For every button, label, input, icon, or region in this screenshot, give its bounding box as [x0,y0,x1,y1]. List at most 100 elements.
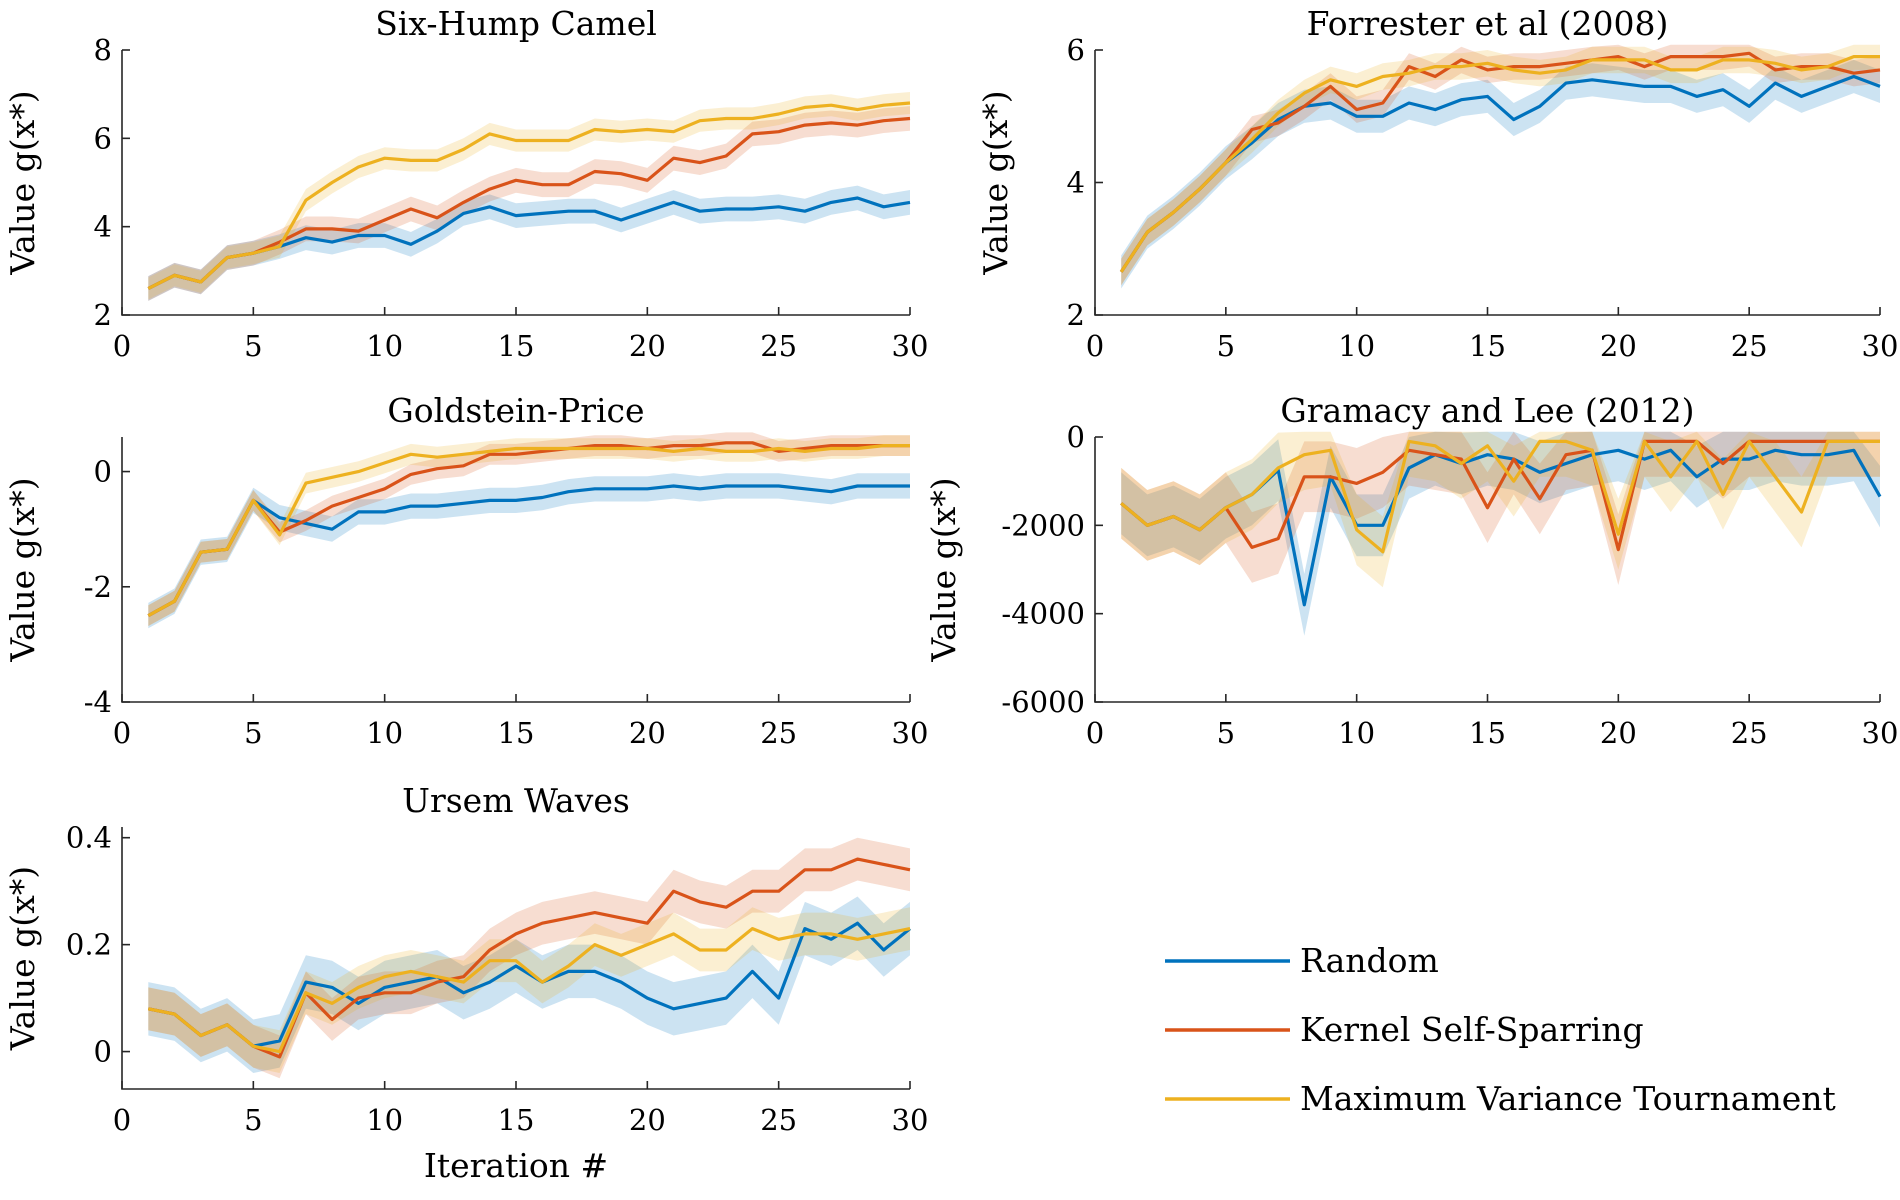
legend-label-maximum-variance-tournament: Maximum Variance Tournament [1300,1079,1836,1118]
x-tick-label-forrester-et-al-2008-2: 10 [1338,329,1375,363]
x-tick-label-six-hump-camel-6: 30 [892,329,929,363]
series-line-maximum-variance-tournament-goldstein-price [147,444,910,618]
legend-label-random: Random [1300,941,1439,980]
y-tick-label-gramacy-and-lee-2012-2: -2000 [1001,508,1085,542]
x-tick-label-goldstein-price-0: 0 [113,716,131,750]
x-tick-label-gramacy-and-lee-2012-1: 5 [1217,716,1235,750]
panel-title-forrester-et-al-2008: Forrester et al (2008) [1307,4,1669,43]
x-tick-label-forrester-et-al-2008-4: 20 [1600,329,1637,363]
series-line-maximum-variance-tournament-forrester-et-al-2008 [1119,54,1880,273]
x-tick-label-forrester-et-al-2008-5: 25 [1731,329,1768,363]
band-random-ursem-waves [148,896,911,1073]
x-axis-label-ursem-waves: Iteration # [424,1146,608,1185]
panel-title-gramacy-and-lee-2012: Gramacy and Lee (2012) [1280,391,1694,430]
y-axis-label-gramacy-and-lee-2012: Value g(x*) [924,477,963,662]
x-tick-label-six-hump-camel-4: 20 [629,329,666,363]
y-axis-label-goldstein-price: Value g(x*) [3,477,42,662]
y-axis-label-forrester-et-al-2008: Value g(x*) [976,90,1015,275]
x-tick-label-goldstein-price-3: 15 [498,716,535,750]
x-tick-label-forrester-et-al-2008-0: 0 [1086,329,1104,363]
y-tick-label-goldstein-price-0: -4 [84,685,112,719]
y-tick-label-goldstein-price-2: 0 [94,455,112,489]
panel-gramacy-and-lee-2012: Gramacy and Lee (2012) 0 5 10 15 20 25 30 -6000 -… [924,391,1898,750]
series-line-kernel-self-sparring-ursem-waves [147,857,911,1059]
x-tick-label-gramacy-and-lee-2012-2: 10 [1338,716,1375,750]
panel-goldstein-price: Goldstein-Price 0 5 10 15 20 25 30 -4 -2 0 Value g(… [3,391,928,750]
x-tick-label-gramacy-and-lee-2012-0: 0 [1086,716,1104,750]
y-tick-label-six-hump-camel-3: 8 [94,33,112,67]
x-tick-label-six-hump-camel-5: 25 [760,329,797,363]
x-tick-label-ursem-waves-2: 10 [366,1103,403,1137]
y-tick-label-six-hump-camel-2: 6 [94,121,112,155]
y-tick-label-six-hump-camel-0: 2 [94,298,112,332]
x-tick-label-goldstein-price-6: 30 [892,716,929,750]
y-tick-label-ursem-waves-1: 0.2 [66,928,112,962]
series-line-kernel-self-sparring-six-hump-camel [147,116,911,290]
x-tick-label-forrester-et-al-2008-3: 15 [1469,329,1506,363]
band-kernel-self-sparring-goldstein-price [148,432,911,626]
series-line-random-goldstein-price [147,484,910,618]
band-kernel-self-sparring-ursem-waves [148,837,911,1079]
x-tick-label-gramacy-and-lee-2012-6: 30 [1862,716,1899,750]
band-maximum-variance-tournament-six-hump-camel [148,92,911,300]
band-maximum-variance-tournament-goldstein-price [148,435,911,626]
x-tick-label-goldstein-price-4: 20 [629,716,666,750]
y-tick-label-six-hump-camel-1: 4 [94,210,112,244]
legend-item-kernel-self-sparring: Kernel Self-Sparring [1165,1010,1644,1049]
y-tick-label-gramacy-and-lee-2012-0: -6000 [1001,685,1085,719]
band-random-gramacy-and-lee-2012 [1121,431,1880,636]
panel-forrester-et-al-2008: Forrester et al (2008) 0 5 10 15 20 25 30 2 4 6 Val… [976,4,1898,363]
y-axis-label-ursem-waves: Value g(x*) [3,866,42,1051]
panel-six-hump-camel: Six-Hump Camel 0 5 10 15 20 25 30 2 4 6 8 Value g(x*… [3,4,928,363]
x-tick-label-ursem-waves-1: 5 [244,1103,262,1137]
panel-title-goldstein-price: Goldstein-Price [387,391,644,430]
series-line-maximum-variance-tournament-six-hump-camel [147,101,911,290]
series-line-maximum-variance-tournament-ursem-waves [147,926,911,1054]
legend-label-kernel-self-sparring: Kernel Self-Sparring [1300,1010,1644,1049]
x-tick-label-ursem-waves-6: 30 [892,1103,929,1137]
series-line-kernel-self-sparring-gramacy-and-lee-2012 [1120,439,1880,552]
y-tick-label-ursem-waves-0: 0 [94,1035,112,1069]
x-tick-label-six-hump-camel-0: 0 [113,329,131,363]
series-line-kernel-self-sparring-forrester-et-al-2008 [1119,51,1881,273]
y-axis-label-six-hump-camel: Value g(x*) [3,90,42,275]
x-tick-label-gramacy-and-lee-2012-5: 25 [1731,716,1768,750]
x-tick-label-ursem-waves-5: 25 [760,1103,797,1137]
x-tick-label-ursem-waves-4: 20 [629,1103,666,1137]
y-tick-label-gramacy-and-lee-2012-1: -4000 [1001,597,1085,631]
x-tick-label-goldstein-price-1: 5 [244,716,262,750]
x-tick-label-forrester-et-al-2008-1: 5 [1217,329,1235,363]
panel-ursem-waves: Ursem Waves 0 5 10 15 20 25 30 0 0.2 0.4 Value g(x*… [3,781,928,1185]
x-tick-label-goldstein-price-2: 10 [366,716,403,750]
series-line-maximum-variance-tournament-gramacy-and-lee-2012 [1120,439,1880,554]
band-random-forrester-et-al-2008 [1121,59,1880,289]
y-tick-label-forrester-et-al-2008-1: 4 [1067,166,1085,200]
x-tick-label-six-hump-camel-1: 5 [244,329,262,363]
legend-item-random: Random [1165,941,1439,980]
y-tick-label-forrester-et-al-2008-2: 6 [1067,33,1085,67]
x-tick-label-gramacy-and-lee-2012-3: 15 [1469,716,1506,750]
x-tick-label-ursem-waves-0: 0 [113,1103,131,1137]
panel-title-ursem-waves: Ursem Waves [402,781,630,820]
band-random-goldstein-price [148,473,911,629]
x-tick-label-six-hump-camel-2: 10 [366,329,403,363]
band-kernel-self-sparring-six-hump-camel [148,106,911,301]
x-tick-label-goldstein-price-5: 25 [760,716,797,750]
panel-title-six-hump-camel: Six-Hump Camel [375,4,657,43]
y-tick-label-ursem-waves-2: 0.4 [66,821,112,855]
series-line-kernel-self-sparring-goldstein-price [147,441,910,618]
y-tick-label-goldstein-price-1: -2 [84,570,112,604]
legend-item-maximum-variance-tournament: Maximum Variance Tournament [1165,1079,1836,1118]
x-tick-label-six-hump-camel-3: 15 [498,329,535,363]
legend: Random Kernel Self-Sparring Maximum Vari… [1165,941,1836,1118]
x-tick-label-forrester-et-al-2008-6: 30 [1862,329,1899,363]
series-line-random-forrester-et-al-2008 [1119,74,1881,273]
series-line-random-ursem-waves [147,921,912,1048]
x-tick-label-ursem-waves-3: 15 [498,1103,535,1137]
y-tick-label-forrester-et-al-2008-0: 2 [1067,298,1085,332]
x-tick-label-gramacy-and-lee-2012-4: 20 [1600,716,1637,750]
y-tick-label-gramacy-and-lee-2012-3: 0 [1067,420,1085,454]
band-random-six-hump-camel [148,185,911,301]
